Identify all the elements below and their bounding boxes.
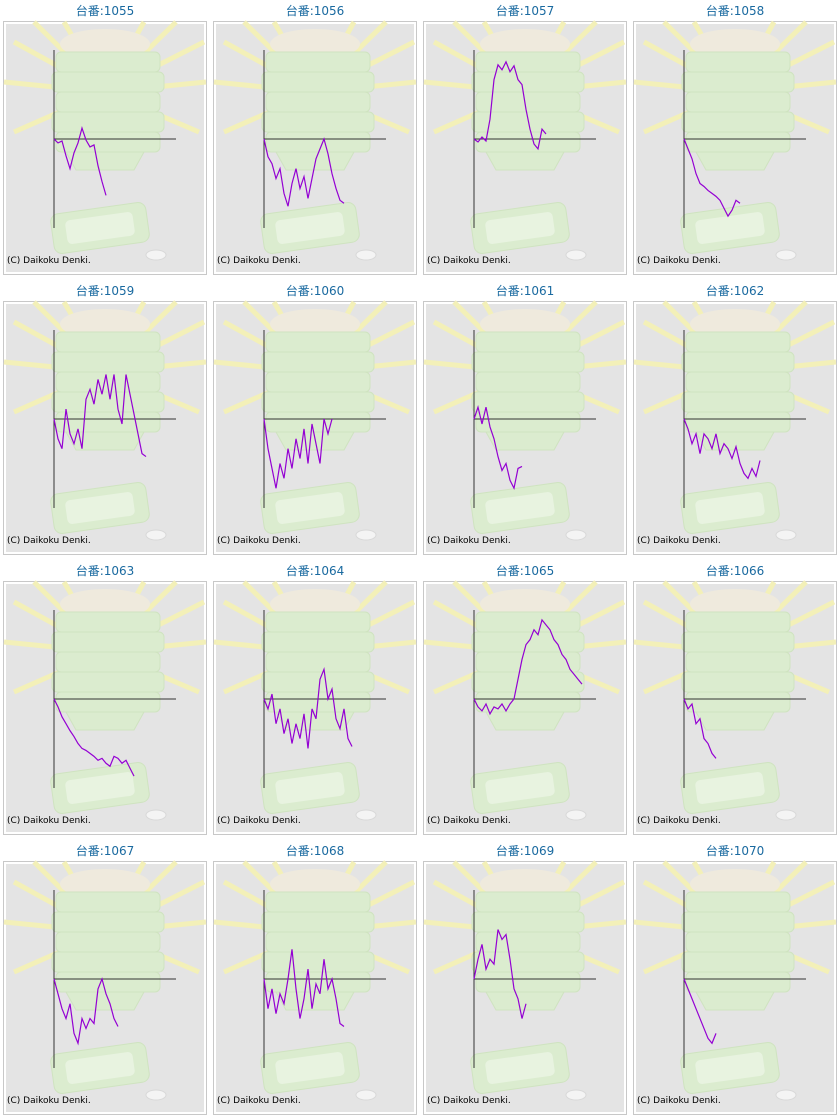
graph-box: (C) Daikoku Denki. <box>424 302 627 555</box>
data-line <box>53 374 147 458</box>
graph-cell: 台番:1062 (C) Daikoku Denki. <box>634 283 837 555</box>
graph-cell: 台番:1058 (C) Daikoku Denki. <box>634 3 837 275</box>
graph-cell: 台番:1068 (C) Daikoku Denki. <box>214 843 417 1115</box>
data-line <box>263 418 333 489</box>
graph-title: 台番:1055 <box>76 3 135 18</box>
credit: (C) Daikoku Denki. <box>637 536 721 546</box>
data-line <box>683 978 717 1045</box>
credit: (C) Daikoku Denki. <box>7 536 91 546</box>
graph-cell: 台番:1060 (C) Daikoku Denki. <box>214 283 417 555</box>
graph-title: 台番:1065 <box>496 563 555 578</box>
data-line <box>473 60 547 151</box>
credit: (C) Daikoku Denki. <box>217 816 301 826</box>
graph-title: 台番:1058 <box>706 3 765 18</box>
data-line <box>263 949 345 1027</box>
graph-box: (C) Daikoku Denki. <box>424 582 627 835</box>
graph-title: 台番:1067 <box>76 843 135 858</box>
graph-cell: 台番:1057 (C) Daikoku Denki. <box>424 3 627 275</box>
data-line <box>683 138 741 218</box>
graph-title: 台番:1062 <box>706 283 765 298</box>
data-line <box>53 977 119 1046</box>
data-line <box>683 698 717 759</box>
graph-title: 台番:1060 <box>286 283 345 298</box>
credit: (C) Daikoku Denki. <box>637 1096 721 1106</box>
graph-box: (C) Daikoku Denki. <box>424 22 627 275</box>
graph-box: (C) Daikoku Denki. <box>4 582 207 835</box>
credit: (C) Daikoku Denki. <box>427 256 511 266</box>
credit: (C) Daikoku Denki. <box>217 536 301 546</box>
graph-box: (C) Daikoku Denki. <box>634 582 837 835</box>
graph-box: (C) Daikoku Denki. <box>214 302 417 555</box>
credit: (C) Daikoku Denki. <box>7 256 91 266</box>
data-line <box>683 418 761 480</box>
graph-box: (C) Daikoku Denki. <box>4 862 207 1115</box>
graph-cell: 台番:1069 (C) Daikoku Denki. <box>424 843 627 1115</box>
graph-title: 台番:1057 <box>496 3 555 18</box>
graph-cell: 台番:1059 (C) Daikoku Denki. <box>4 283 207 555</box>
graph-box: (C) Daikoku Denki. <box>634 302 837 555</box>
graph-title: 台番:1063 <box>76 563 135 578</box>
data-line <box>473 618 583 716</box>
graph-title: 台番:1069 <box>496 843 555 858</box>
graph-title: 台番:1056 <box>286 3 345 18</box>
graph-box: (C) Daikoku Denki. <box>424 862 627 1115</box>
credit: (C) Daikoku Denki. <box>7 816 91 826</box>
credit: (C) Daikoku Denki. <box>637 256 721 266</box>
data-line <box>263 137 345 207</box>
graph-title: 台番:1064 <box>286 563 345 578</box>
credit: (C) Daikoku Denki. <box>7 1096 91 1106</box>
graph-cell: 台番:1063 (C) Daikoku Denki. <box>4 563 207 835</box>
graph-cell: 台番:1070 (C) Daikoku Denki. <box>634 843 837 1115</box>
graph-box: (C) Daikoku Denki. <box>4 22 207 275</box>
graph-title: 台番:1066 <box>706 563 765 578</box>
graph-title: 台番:1070 <box>706 843 765 858</box>
graph-title: 台番:1068 <box>286 843 345 858</box>
graph-box: (C) Daikoku Denki. <box>214 582 417 835</box>
data-line <box>473 404 523 491</box>
credit: (C) Daikoku Denki. <box>427 536 511 546</box>
graph-box: (C) Daikoku Denki. <box>634 862 837 1115</box>
data-line <box>473 929 527 1019</box>
credit: (C) Daikoku Denki. <box>217 256 301 266</box>
graph-cell: 台番:1065 (C) Daikoku Denki. <box>424 563 627 835</box>
credit: (C) Daikoku Denki. <box>427 1096 511 1106</box>
data-line <box>53 126 107 196</box>
graph-cell: 台番:1066 (C) Daikoku Denki. <box>634 563 837 835</box>
graph-box: (C) Daikoku Denki. <box>4 302 207 555</box>
graph-cell: 台番:1061 (C) Daikoku Denki. <box>424 283 627 555</box>
credit: (C) Daikoku Denki. <box>637 816 721 826</box>
credit: (C) Daikoku Denki. <box>217 1096 301 1106</box>
graph-title: 台番:1059 <box>76 283 135 298</box>
credit: (C) Daikoku Denki. <box>427 816 511 826</box>
graph-title: 台番:1061 <box>496 283 555 298</box>
graph-box: (C) Daikoku Denki. <box>634 22 837 275</box>
graph-box: (C) Daikoku Denki. <box>214 862 417 1115</box>
graph-cell: 台番:1067 (C) Daikoku Denki. <box>4 843 207 1115</box>
graph-box: (C) Daikoku Denki. <box>214 22 417 275</box>
graph-cell: 台番:1056 (C) Daikoku Denki. <box>214 3 417 275</box>
data-line <box>53 698 135 777</box>
graph-cell: 台番:1055 (C) Daikoku Denki. <box>4 3 207 275</box>
data-line <box>263 667 353 749</box>
graph-cell: 台番:1064 (C) Daikoku Denki. <box>214 563 417 835</box>
